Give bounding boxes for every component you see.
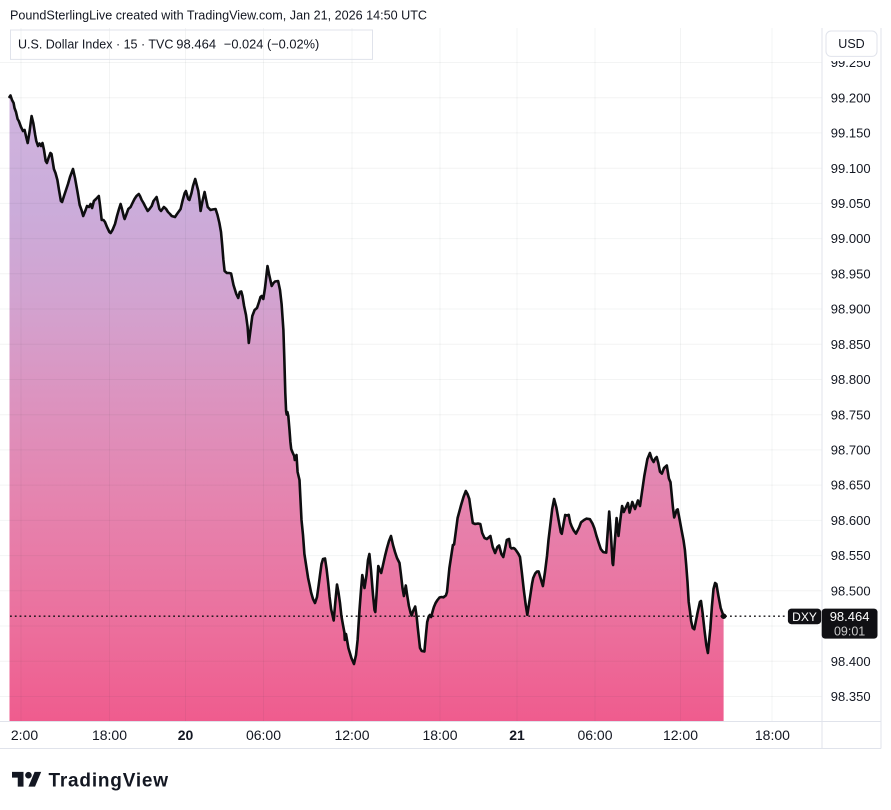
svg-text:99.200: 99.200 [831, 90, 871, 105]
svg-text:98.464: 98.464 [176, 36, 216, 51]
svg-text:98.750: 98.750 [831, 407, 871, 422]
svg-text:U.S. Dollar Index · 15 · TVC: U.S. Dollar Index · 15 · TVC [18, 37, 173, 51]
svg-text:USD: USD [838, 37, 864, 51]
svg-text:18:00: 18:00 [422, 727, 457, 743]
svg-text:DXY: DXY [792, 610, 817, 624]
svg-text:09:01: 09:01 [834, 625, 865, 639]
svg-text:PoundSterlingLive created with: PoundSterlingLive created with TradingVi… [10, 9, 427, 23]
svg-text:98.350: 98.350 [831, 689, 871, 704]
svg-text:98.900: 98.900 [831, 302, 871, 317]
svg-text:98.850: 98.850 [831, 337, 871, 352]
svg-text:12:00: 12:00 [663, 727, 698, 743]
svg-text:98.400: 98.400 [831, 654, 871, 669]
svg-text:06:00: 06:00 [577, 727, 612, 743]
svg-text:18:00: 18:00 [92, 727, 127, 743]
svg-text:99.100: 99.100 [831, 161, 871, 176]
svg-text:TradingView: TradingView [49, 771, 169, 792]
svg-text:99.000: 99.000 [831, 231, 871, 246]
svg-text:98.700: 98.700 [831, 443, 871, 458]
svg-text:06:00: 06:00 [246, 727, 281, 743]
svg-text:99.150: 99.150 [831, 126, 871, 141]
svg-text:21: 21 [509, 727, 525, 743]
svg-text:98.550: 98.550 [831, 548, 871, 563]
svg-text:99.050: 99.050 [831, 196, 871, 211]
svg-text:98.600: 98.600 [831, 513, 871, 528]
svg-text:2:00: 2:00 [11, 727, 38, 743]
svg-text:−0.024 (−0.02%): −0.024 (−0.02%) [224, 36, 319, 51]
svg-text:12:00: 12:00 [334, 727, 369, 743]
svg-text:20: 20 [178, 727, 194, 743]
svg-text:18:00: 18:00 [755, 727, 790, 743]
svg-text:98.500: 98.500 [831, 583, 871, 598]
svg-text:98.800: 98.800 [831, 372, 871, 387]
svg-text:98.464: 98.464 [830, 609, 870, 624]
svg-text:98.950: 98.950 [831, 266, 871, 281]
svg-text:98.650: 98.650 [831, 478, 871, 493]
